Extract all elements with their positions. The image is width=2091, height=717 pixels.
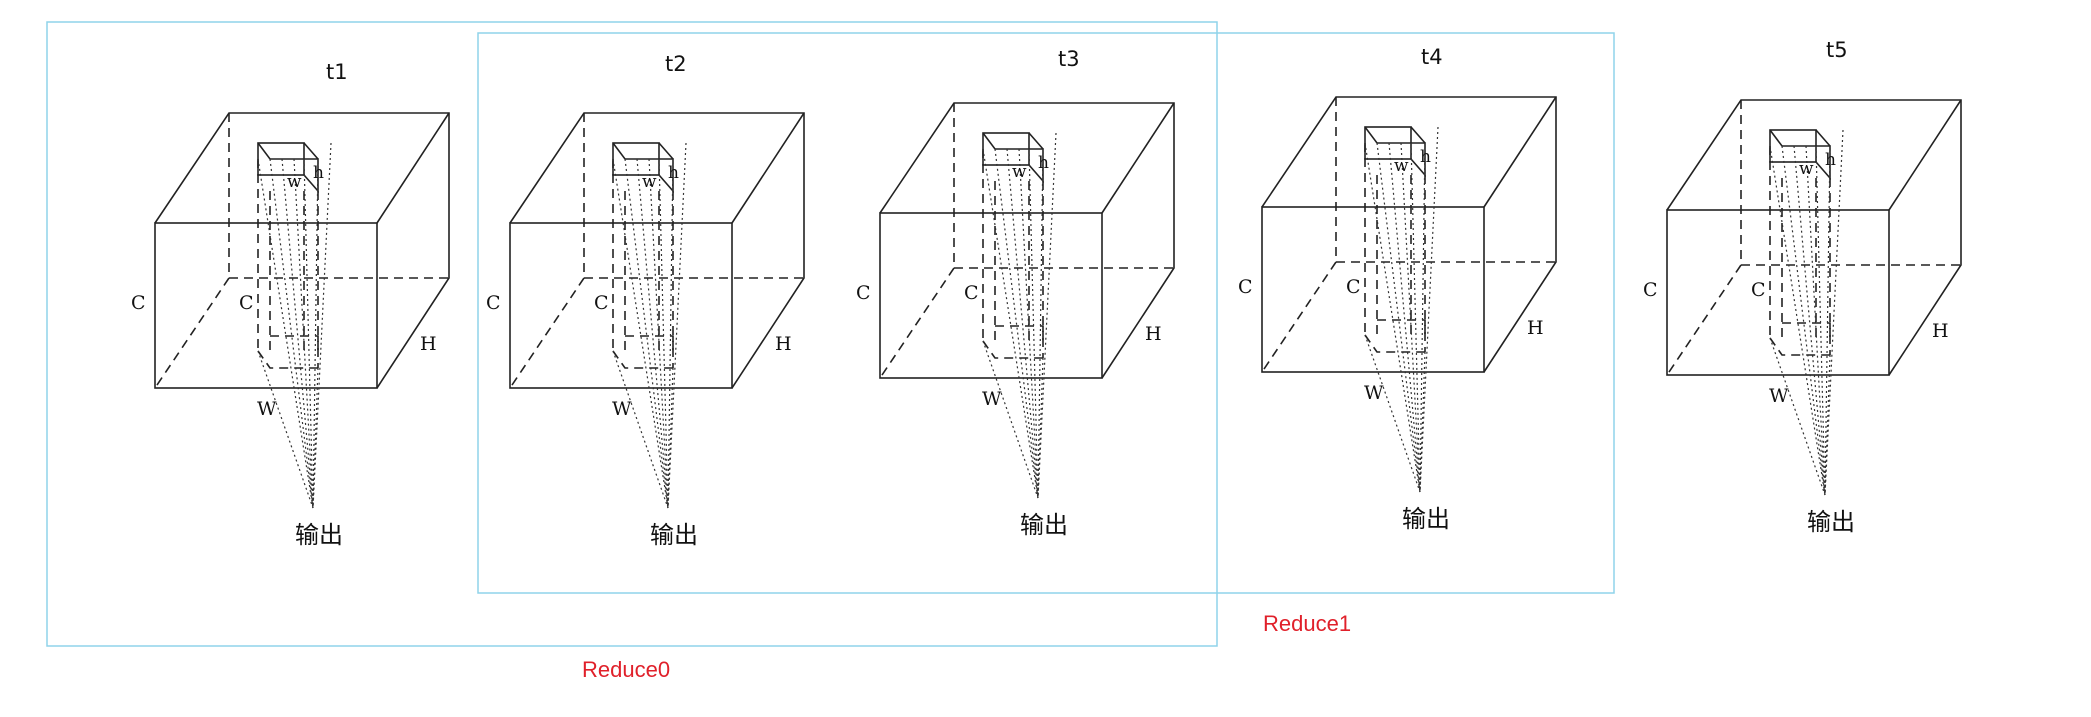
receptive-column <box>257 142 332 509</box>
dim-w-inner: w <box>287 172 302 192</box>
dim-h-outer: H <box>1527 317 1544 339</box>
dim-c-outer: C <box>1643 279 1658 301</box>
dim-h-inner: h <box>1420 147 1431 167</box>
dim-c-outer: C <box>131 292 146 314</box>
dim-c-outer: C <box>1238 276 1253 298</box>
receptive-column <box>612 142 687 509</box>
reduce0-label: Reduce0 <box>582 657 670 682</box>
dim-w-outer: W <box>257 398 277 420</box>
time-label: t5 <box>1826 38 1848 62</box>
dim-h-outer: H <box>1145 323 1162 345</box>
cube-t5: t5 C C H W w h 输出 <box>1643 38 1962 536</box>
dim-h-inner: h <box>313 163 324 183</box>
cube-t3: t3 C C H W w h 输出 <box>856 47 1175 539</box>
reduce1-frame <box>477 32 1615 594</box>
dim-h-inner: h <box>1038 153 1049 173</box>
dim-c-inner: C <box>1346 276 1361 298</box>
dim-h-outer: H <box>1932 320 1949 342</box>
cube-body <box>1666 99 1962 376</box>
output-label: 输出 <box>650 521 698 549</box>
cube-body <box>1261 96 1557 373</box>
dim-h-outer: H <box>775 333 792 355</box>
dim-c-inner: C <box>594 292 609 314</box>
dim-h-inner: h <box>668 163 679 183</box>
dim-w-inner: w <box>642 172 657 192</box>
cube-t1: t1 C C H W w h 输出 <box>131 60 450 549</box>
time-label: t2 <box>665 52 687 76</box>
cube-body <box>154 112 450 389</box>
dim-c-inner: C <box>1751 279 1766 301</box>
time-label: t3 <box>1058 47 1080 71</box>
dim-w-inner: w <box>1394 156 1409 176</box>
receptive-column <box>1364 126 1439 493</box>
cube-t4: t4 C C H W w h 输出 <box>1238 45 1557 533</box>
dim-c-outer: C <box>856 282 871 304</box>
dim-w-outer: W <box>1769 385 1789 407</box>
dim-h-outer: H <box>420 333 437 355</box>
output-label: 输出 <box>1807 508 1855 536</box>
dim-c-inner: C <box>964 282 979 304</box>
dim-h-inner: h <box>1825 150 1836 170</box>
dim-w-outer: W <box>982 388 1002 410</box>
cube-body <box>879 102 1175 379</box>
dim-w-inner: w <box>1012 162 1027 182</box>
dim-w-outer: W <box>612 398 632 420</box>
dim-c-outer: C <box>486 292 501 314</box>
cube-t2: t2 C C H W w h 输出 <box>486 52 805 549</box>
time-label: t4 <box>1421 45 1443 69</box>
output-label: 输出 <box>1402 505 1450 533</box>
dim-c-inner: C <box>239 292 254 314</box>
reduce0-frame <box>46 21 1218 647</box>
dim-w-outer: W <box>1364 382 1384 404</box>
dim-w-inner: w <box>1799 159 1814 179</box>
reduce1-label: Reduce1 <box>1263 611 1351 636</box>
receptive-column <box>1769 129 1844 496</box>
time-label: t1 <box>326 60 348 84</box>
receptive-column <box>982 132 1057 499</box>
output-label: 输出 <box>1020 511 1068 539</box>
cube-body <box>509 112 805 389</box>
output-label: 输出 <box>295 521 343 549</box>
